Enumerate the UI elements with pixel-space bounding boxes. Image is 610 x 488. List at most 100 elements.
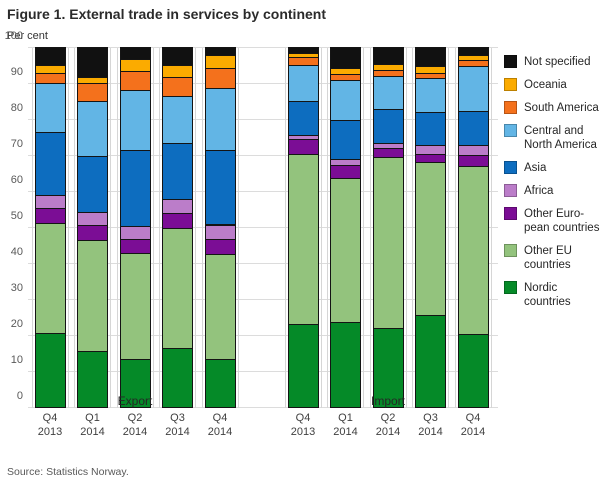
bar-segment-other-european-countries xyxy=(162,212,193,229)
bar-segment-not-specified xyxy=(204,47,236,57)
bar-segment-oceania xyxy=(204,55,236,69)
legend-item-other-eu-countries: Other EU countries xyxy=(504,244,608,272)
legend-label: Central and North America xyxy=(524,125,597,151)
bar-segment-asia xyxy=(372,108,404,144)
bar-segment-south-america xyxy=(330,73,361,82)
y-tick-label-100: 100 xyxy=(4,30,23,42)
bar-cell-export-q4-2014 xyxy=(201,47,239,408)
stacked-bar-export-q4-2014 xyxy=(204,47,236,408)
stacked-bar-import-q2-2014 xyxy=(372,47,404,408)
bar-segment-other-eu-countries xyxy=(119,252,151,361)
legend-label: Not specified xyxy=(524,56,591,68)
legend-swatch-not-specified xyxy=(504,55,517,68)
bar-segment-not-specified xyxy=(372,47,404,66)
legend-label: South America xyxy=(524,102,599,114)
bar-segment-other-eu-countries xyxy=(415,161,446,317)
y-tick-label-70: 70 xyxy=(10,138,23,150)
legend-swatch-other-european-countries xyxy=(504,207,517,220)
bar-segment-nordic-countries xyxy=(119,359,151,408)
legend-item-oceania: Oceania xyxy=(504,78,608,92)
bar-segment-asia xyxy=(77,156,108,213)
legend-swatch-oceania xyxy=(504,78,517,91)
bar-segment-not-specified xyxy=(287,47,319,54)
bar-cell-export-q4-2013 xyxy=(31,47,69,408)
legend-label: Asia xyxy=(524,162,547,174)
bar-segment-other-eu-countries xyxy=(372,156,404,329)
bar-segment-africa xyxy=(204,224,236,240)
bar-segment-other-european-countries xyxy=(77,224,108,241)
legend-item-south-america: South America xyxy=(504,101,608,115)
gridline-30 xyxy=(28,299,498,300)
bar-segment-other-eu-countries xyxy=(77,239,108,353)
y-tick-label-50: 50 xyxy=(10,210,23,222)
bar-segment-nordic-countries xyxy=(372,327,404,408)
bar-segment-nordic-countries xyxy=(330,322,361,408)
group-label-export: Export xyxy=(117,394,153,408)
y-tick-label-60: 60 xyxy=(10,174,23,186)
bar-segment-oceania xyxy=(77,76,108,84)
legend-label: Africa xyxy=(524,185,554,197)
x-tick-label-export-q3-2014: Q3 2014 xyxy=(165,412,190,438)
stacked-bar-export-q4-2013 xyxy=(34,47,66,408)
bar-segment-other-eu-countries xyxy=(287,154,319,326)
stacked-bar-import-q1-2014 xyxy=(330,47,361,408)
bar-segment-south-america xyxy=(287,56,319,67)
group-label-import: Import xyxy=(370,394,405,408)
legend-label: Nordic countries xyxy=(524,282,571,308)
bar-segment-south-america xyxy=(119,71,151,91)
legend-label: Other Euro- pean countries xyxy=(524,208,600,234)
bar-segment-central-and-north-america xyxy=(330,80,361,122)
gridline-20 xyxy=(28,335,498,336)
x-tick-label-export-q2-2014: Q2 2014 xyxy=(122,412,148,438)
legend-swatch-other-eu-countries xyxy=(504,244,517,257)
legend-item-other-european-countries: Other Euro- pean countries xyxy=(504,207,608,235)
bar-cell-import-q4-2013 xyxy=(284,47,322,408)
x-tick-label-import-q4-2014: Q4 2014 xyxy=(460,412,486,438)
legend-swatch-central-and-north-america xyxy=(504,124,517,137)
bar-segment-africa xyxy=(415,145,446,155)
stacked-bar-import-q4-2014 xyxy=(457,47,489,408)
legend-item-not-specified: Not specified xyxy=(504,55,608,69)
bar-segment-asia xyxy=(162,142,193,201)
bar-segment-africa xyxy=(34,194,66,210)
bar-segment-nordic-countries xyxy=(34,333,66,408)
bar-segment-not-specified xyxy=(119,47,151,61)
gridline-80 xyxy=(28,119,498,120)
gridline-10 xyxy=(28,371,498,372)
bar-segment-asia xyxy=(119,150,151,227)
y-tick-label-40: 40 xyxy=(10,246,23,258)
stacked-bar-export-q2-2014 xyxy=(119,47,151,408)
y-tick-label-20: 20 xyxy=(10,318,23,330)
gridline-50 xyxy=(28,227,498,228)
plot-area: 0 10 20 30 40 50 60 70 80 90 100 Q4 2013 Q1 2014 Q2 2… xyxy=(5,30,498,438)
bar-segment-central-and-north-america xyxy=(372,76,404,110)
y-tick-label-80: 80 xyxy=(10,102,23,114)
gridline-100 xyxy=(28,47,498,48)
y-tick-label-10: 10 xyxy=(10,354,23,366)
bar-segment-nordic-countries xyxy=(162,347,193,408)
bar-segment-asia xyxy=(330,120,361,160)
bar-segment-other-eu-countries xyxy=(34,223,66,335)
bar-segment-nordic-countries xyxy=(204,359,236,408)
gridline-0 xyxy=(28,407,498,408)
bar-segment-not-specified xyxy=(77,47,108,78)
legend-label: Other EU countries xyxy=(524,245,572,271)
bar-segment-other-european-countries xyxy=(204,238,236,256)
gridline-40 xyxy=(28,263,498,264)
bar-segment-nordic-countries xyxy=(457,334,489,408)
bar-segment-oceania xyxy=(415,66,446,74)
bar-cell-import-q4-2014 xyxy=(454,47,492,408)
bar-cell-import-q3-2014 xyxy=(412,47,449,408)
bar-segment-central-and-north-america xyxy=(119,89,151,152)
bar-segment-not-specified xyxy=(34,47,66,67)
bar-segment-asia xyxy=(204,150,236,226)
x-tick-label-export-q4-2014: Q4 2014 xyxy=(207,412,233,438)
legend-swatch-africa xyxy=(504,184,517,197)
x-tick-label-import-q3-2014: Q3 2014 xyxy=(418,412,443,438)
bar-segment-africa xyxy=(330,158,361,167)
legend-swatch-south-america xyxy=(504,101,517,114)
legend-item-asia: Asia xyxy=(504,161,608,175)
bar-segment-other-eu-countries xyxy=(330,177,361,324)
bar-segment-nordic-countries xyxy=(415,315,446,408)
bar-segment-south-america xyxy=(162,76,193,97)
